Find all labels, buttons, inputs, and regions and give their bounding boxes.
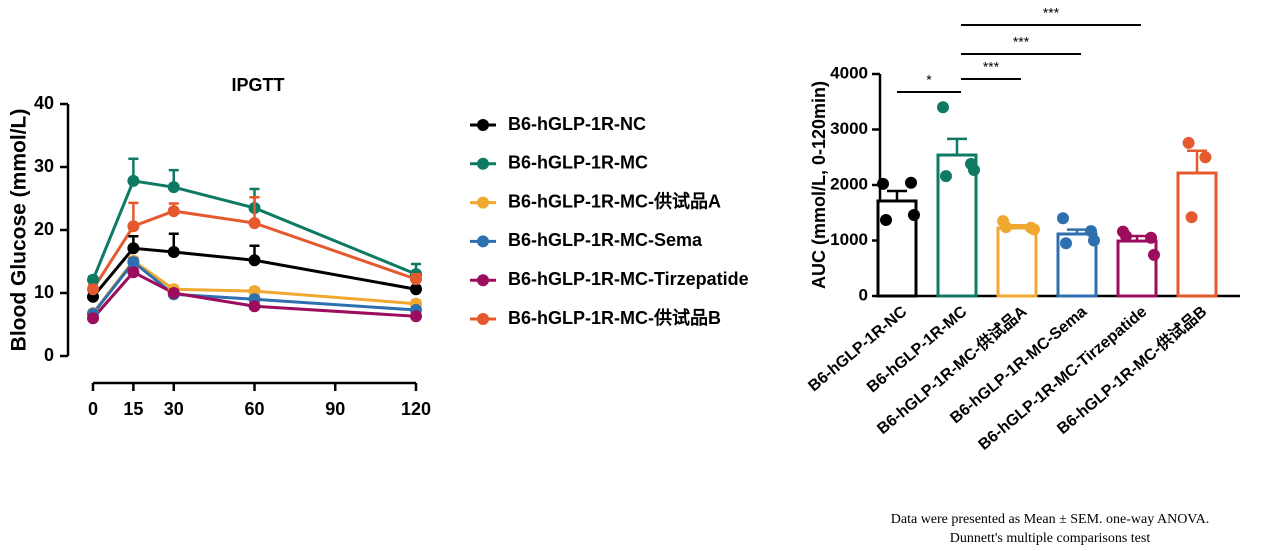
point (167, 181, 180, 194)
error-bar (1187, 149, 1207, 174)
point (167, 287, 180, 299)
point (87, 273, 99, 286)
error-bar (1067, 228, 1087, 235)
legend-label: B6-hGLP-1R-MC-Sema (508, 230, 703, 250)
point (127, 256, 140, 269)
bar (996, 226, 1038, 298)
dot (1088, 234, 1100, 247)
dot (968, 164, 980, 177)
point (248, 254, 261, 267)
dot (877, 177, 889, 190)
y-tick-label: 30 (34, 156, 54, 176)
note: Dunnett's multiple comparisons test (950, 531, 1151, 546)
dot (1085, 225, 1097, 238)
legend-label: B6-hGLP-1R-MC-供试品B (508, 307, 721, 328)
y-tick-label: 20 (34, 219, 54, 239)
x-tick-label: 30 (164, 399, 184, 419)
y-tick-label: 40 (34, 93, 54, 113)
y-tick-label: 10 (34, 282, 54, 302)
dot (1120, 230, 1132, 243)
x-tick-label: 120 (401, 399, 431, 419)
point (87, 312, 99, 325)
point (410, 283, 422, 296)
sig-label: * (926, 72, 932, 88)
x-tick-label: 15 (123, 399, 143, 419)
line-title: IPGTT (232, 75, 285, 95)
bar-y-label: AUC (mmol/L, 0-120min) (809, 81, 829, 289)
y-tick-label: 0 (44, 345, 54, 365)
point (410, 310, 422, 323)
y-tick-label: 1000 (830, 230, 868, 249)
x-tick-label: B6-hGLP-1R-MC (864, 303, 971, 396)
point (127, 174, 140, 187)
point (167, 205, 180, 218)
point (410, 273, 422, 286)
x-tick-label: 0 (88, 399, 98, 419)
y-tick-label: 4000 (830, 63, 868, 82)
legend-label: B6-hGLP-1R-MC-Tirzepatide (508, 269, 749, 289)
error-bar (947, 137, 967, 156)
line-y-label: Blood Glucose (mmol/L) (8, 109, 31, 352)
legend-marker (477, 274, 489, 287)
x-tick-label: 90 (325, 399, 345, 419)
dot (1057, 212, 1069, 225)
point (127, 220, 140, 233)
point (248, 300, 261, 313)
dot (1145, 231, 1157, 244)
dot (1182, 136, 1195, 149)
sig-label: *** (983, 59, 1000, 75)
legend-marker (477, 235, 489, 248)
note: Data were presented as Mean ± SEM. one-w… (891, 512, 1209, 527)
legend-marker (477, 119, 489, 131)
dot (880, 213, 892, 226)
point (87, 283, 99, 296)
bar (1176, 171, 1218, 298)
dot (908, 208, 920, 221)
dot (905, 176, 917, 189)
legend-marker (477, 313, 489, 325)
x-tick-label: B6-hGLP-1R-NC (805, 303, 910, 395)
y-tick-label: 0 (859, 285, 868, 304)
y-tick-label: 3000 (830, 119, 868, 138)
legend-label: B6-hGLP-1R-NC (508, 114, 646, 134)
dot (1060, 237, 1072, 250)
x-tick-label: 60 (244, 399, 264, 419)
point (127, 266, 140, 279)
bar (1116, 239, 1158, 298)
sig-label: *** (1043, 5, 1060, 21)
y-tick-label: 2000 (830, 174, 868, 193)
dot (1185, 211, 1198, 224)
point (167, 246, 180, 259)
legend-label: B6-hGLP-1R-MC-供试品A (508, 190, 721, 211)
dot (940, 170, 952, 183)
dot (1148, 248, 1160, 261)
error-bar (887, 189, 907, 201)
point (127, 242, 140, 255)
point (248, 217, 261, 230)
legend-marker (477, 196, 489, 209)
dot (1000, 221, 1012, 234)
dot (937, 101, 949, 114)
legend-label: B6-hGLP-1R-MC (508, 153, 648, 173)
dot (1199, 151, 1212, 164)
dot (1028, 223, 1040, 236)
sig-label: *** (1013, 34, 1030, 50)
legend-marker (477, 157, 489, 170)
